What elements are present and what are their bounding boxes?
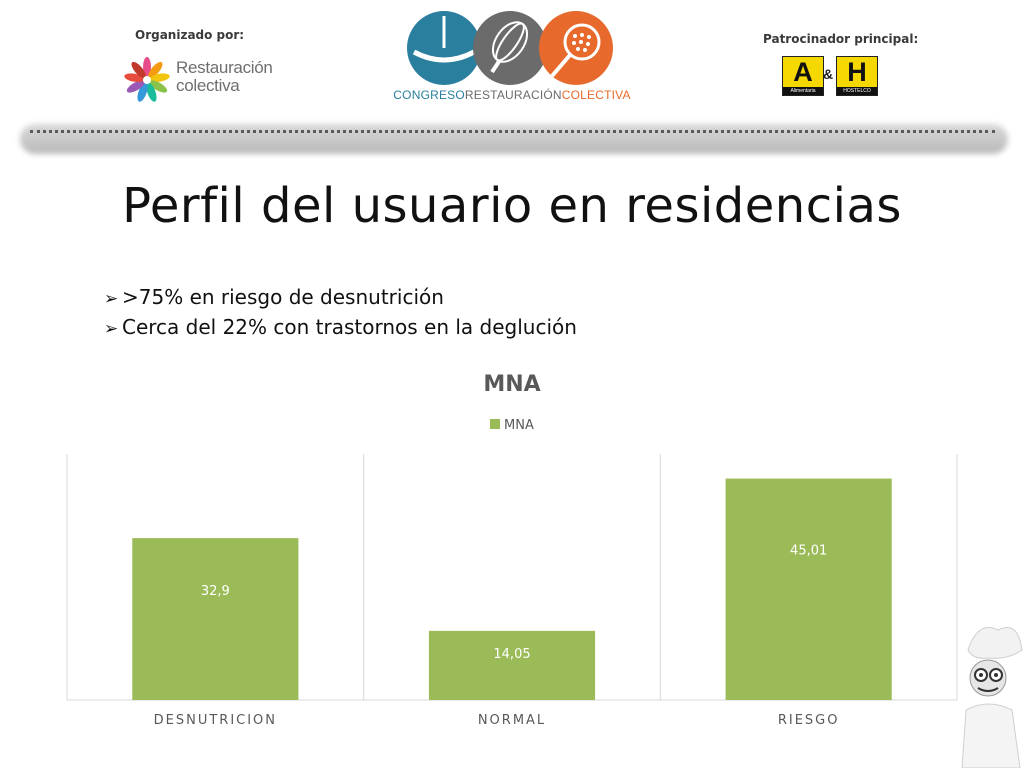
organizer-label: Organizado por: [135, 28, 245, 42]
legend-label: MNA [504, 418, 534, 433]
congress-logo: CONGRESORESTAURACIÓNCOLECTIVA [392, 8, 632, 108]
bullet-text: Cerca del 22% con trastornos en la deglu… [122, 315, 577, 339]
sponsor-logo-h-caption: HOSTELCO [837, 87, 877, 95]
chef-figure-image [961, 627, 1023, 768]
organizer-logo-line2: colectiva [176, 76, 240, 95]
sponsor-logo-a-caption: Alimentaria [783, 87, 823, 95]
sponsor-logo: A Alimentaria & H HOSTELCO [782, 56, 878, 98]
congress-name: CONGRESORESTAURACIÓNCOLECTIVA [392, 88, 632, 102]
arrow-bullet-icon: ➢ [104, 319, 119, 339]
bar-desnutricion [132, 538, 299, 700]
sponsor-logo-ampersand: & [823, 66, 834, 82]
sponsor-label: Patrocinador principal: [763, 32, 919, 46]
chart-title: MNA [483, 372, 540, 397]
arrow-bullet-icon: ➢ [104, 289, 119, 309]
congress-name-part2: RESTAURACIÓN [464, 88, 562, 102]
bar-normal [428, 630, 596, 700]
congress-name-part3: COLECTIVA [561, 88, 631, 102]
organizer-logo-line1: Restauración [176, 58, 273, 77]
organizer-logo: Restauración colectiva [121, 52, 273, 108]
data-label: 32,9 [201, 584, 230, 599]
flower-logo-icon [124, 57, 170, 102]
bullet-item: ➢ Cerca del 22% con trastornos en la degl… [104, 315, 577, 339]
congress-name-part1: CONGRESO [393, 88, 465, 102]
x-tick-label: DESNUTRICION [154, 713, 277, 728]
chart-legend: MNA [490, 418, 534, 433]
congress-utensils-icon [407, 11, 613, 85]
sponsor-logo-h: H HOSTELCO [836, 56, 878, 96]
sponsor-logo-a: A Alimentaria [782, 56, 824, 96]
legend-swatch [490, 419, 500, 429]
sponsor-logo-h-letter: H [847, 57, 867, 87]
data-label: 14,05 [493, 647, 530, 662]
x-tick-label: RIESGO [778, 713, 840, 728]
bar-riesgo [725, 478, 892, 700]
plot-area: 32,9 DESNUTRICION 14,05 NORMAL 45,01 RIESGO [66, 454, 958, 728]
header-divider [30, 130, 995, 133]
sponsor-logo-a-letter: A [793, 57, 813, 87]
bullet-item: ➢ >75% en riesgo de desnutrición [104, 285, 444, 309]
header-divider-shadow [20, 124, 1008, 154]
data-label: 45,01 [790, 543, 827, 558]
mna-bar-chart: MNA MNA 32,9 DESNUTRICION 14,05 NORMAL 45,01… [66, 372, 958, 728]
bullet-text: >75% en riesgo de desnutrición [122, 285, 444, 309]
x-tick-label: NORMAL [478, 713, 546, 728]
slide-title: Perfil del usuario en residencias [122, 178, 902, 234]
